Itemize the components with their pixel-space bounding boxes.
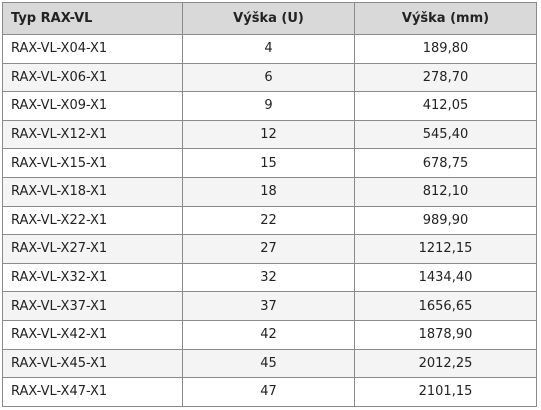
table-cell: RAX-VL-X45-X1 [2,348,183,379]
height-table: Typ RAX-VL Výška (U) Výška (mm) RAX-VL-X04… [2,2,537,407]
table-cell: RAX-VL-X37-X1 [2,291,183,321]
table-cell: 278,70 [354,62,537,93]
table-cell: 6 [182,62,355,93]
table-row: RAX-VL-X12-X1 12 545,40 [2,119,537,150]
table-cell: 1878,90 [354,319,537,350]
table-cell: RAX-VL-X12-X1 [2,119,183,150]
table-cell: 1434,40 [354,262,537,293]
table-row: RAX-VL-X09-X1 9 412,05 [2,91,537,121]
table-cell: 18 [182,176,355,207]
table-cell: 4 [182,34,355,64]
table-row: RAX-VL-X42-X1 42 1878,90 [2,319,537,350]
table-row: RAX-VL-X15-X1 15 678,75 [2,148,537,178]
table-cell: 189,80 [354,34,537,64]
table-cell: 412,05 [354,91,537,121]
table-cell: RAX-VL-X18-X1 [2,176,183,207]
table-cell: 47 [182,377,355,407]
table-row: RAX-VL-X18-X1 18 812,10 [2,176,537,207]
table-cell: 1656,65 [354,291,537,321]
table-row: RAX-VL-X37-X1 37 1656,65 [2,291,537,321]
table-cell: RAX-VL-X27-X1 [2,234,183,264]
table-cell: 2012,25 [354,348,537,379]
table-cell: 545,40 [354,119,537,150]
table-cell: RAX-VL-X04-X1 [2,34,183,64]
table-cell: RAX-VL-X15-X1 [2,148,183,178]
table-cell: 812,10 [354,176,537,207]
table-body: RAX-VL-X04-X1 4 189,80 RAX-VL-X06-X1 6 278,70… [2,34,537,407]
header-cell: Výška (mm) [354,2,537,35]
table-cell: 678,75 [354,148,537,178]
table-header: Typ RAX-VL Výška (U) Výška (mm) [2,2,537,35]
table-row: RAX-VL-X04-X1 4 189,80 [2,34,537,64]
table-row: RAX-VL-X27-X1 27 1212,15 [2,234,537,264]
table-cell: 15 [182,148,355,178]
table-cell: 989,90 [354,205,537,236]
table-cell: RAX-VL-X47-X1 [2,377,183,407]
table-cell: 12 [182,119,355,150]
table-cell: 22 [182,205,355,236]
table-row: RAX-VL-X47-X1 47 2101,15 [2,377,537,407]
table-cell: RAX-VL-X32-X1 [2,262,183,293]
table-cell: 9 [182,91,355,121]
table-row: RAX-VL-X06-X1 6 278,70 [2,62,537,93]
table-cell: RAX-VL-X06-X1 [2,62,183,93]
table-cell: 27 [182,234,355,264]
table-row: RAX-VL-X22-X1 22 989,90 [2,205,537,236]
header-cell: Typ RAX-VL [2,2,183,35]
table-cell: RAX-VL-X09-X1 [2,91,183,121]
table-cell: 37 [182,291,355,321]
table-cell: 45 [182,348,355,379]
table-row: RAX-VL-X32-X1 32 1434,40 [2,262,537,293]
header-cell: Výška (U) [182,2,355,35]
table-row: RAX-VL-X45-X1 45 2012,25 [2,348,537,379]
header-row: Typ RAX-VL Výška (U) Výška (mm) [2,2,537,35]
table-cell: RAX-VL-X42-X1 [2,319,183,350]
table-cell: 2101,15 [354,377,537,407]
table-cell: RAX-VL-X22-X1 [2,205,183,236]
table-cell: 42 [182,319,355,350]
table-cell: 1212,15 [354,234,537,264]
table-cell: 32 [182,262,355,293]
